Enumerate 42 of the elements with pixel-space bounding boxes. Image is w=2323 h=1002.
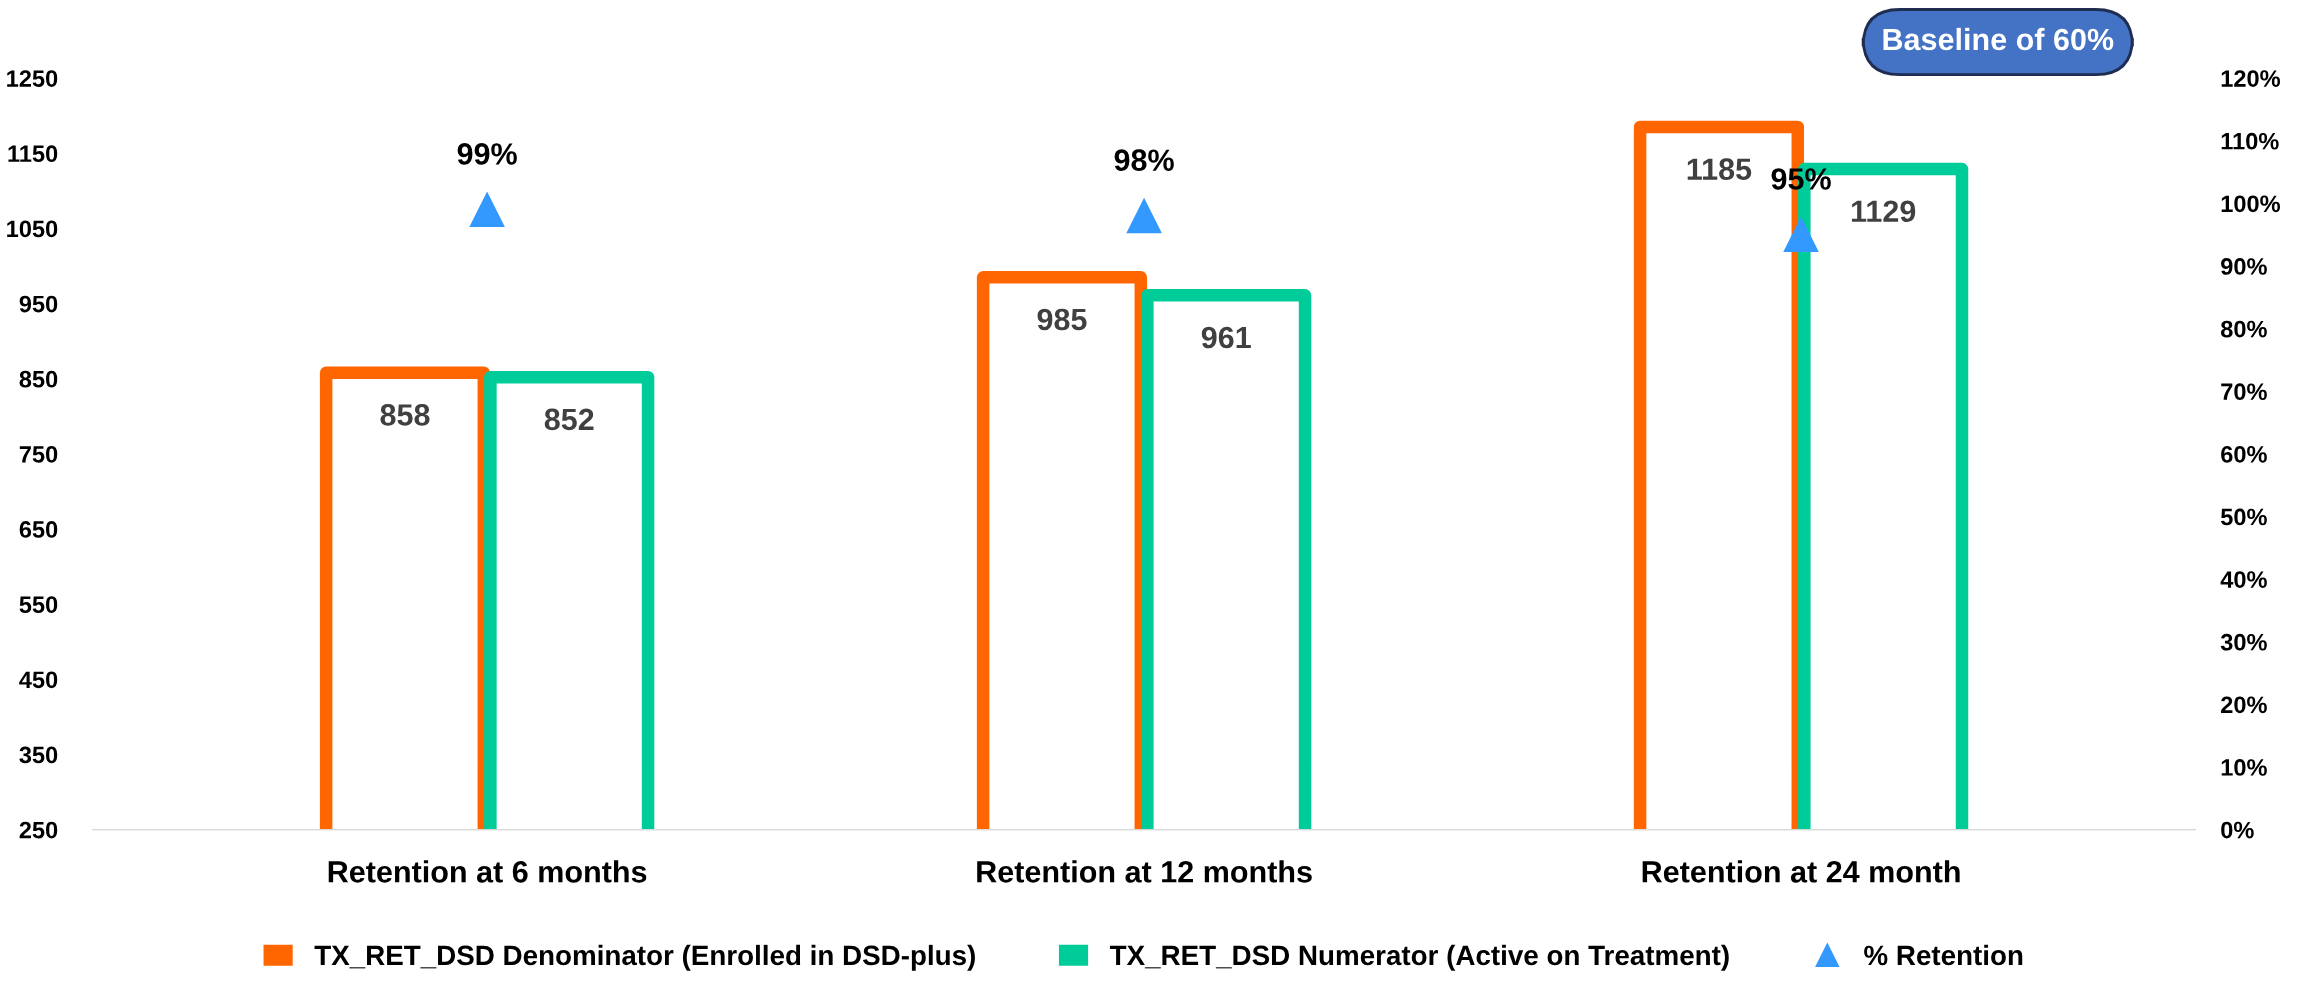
y2-tick-label: 20%: [2221, 696, 2267, 714]
y2-tick-label: 90%: [2221, 258, 2267, 275]
y2-tick-label: 70%: [2221, 383, 2267, 401]
y2-tick-label: 80%: [2220, 320, 2267, 338]
y2-tick-label: 100%: [2221, 195, 2280, 213]
y2-tick-label: 0%: [2221, 821, 2254, 839]
x-tick-label: Retention at 6 months: [328, 860, 647, 883]
y-tick-label: 1150: [8, 145, 58, 163]
text: Baseline of 60%: [1883, 27, 2114, 51]
y-tick-label: 450: [19, 671, 58, 689]
y-tick-label: 950: [19, 295, 58, 313]
y-tick-label: 350: [19, 746, 58, 764]
point: [1783, 217, 1819, 253]
data-label: 985: [1037, 308, 1087, 331]
legend-label: TX_RET_DSD Denominator (Enrolled in DSD-plus): [314, 944, 975, 971]
y2-tick-label: 30%: [2220, 633, 2267, 651]
y-tick-label: 850: [19, 370, 58, 388]
y2-tick-label: 50%: [2220, 508, 2267, 526]
data-label: 858: [380, 404, 430, 426]
data-label: 852: [544, 408, 594, 431]
y-tick-label: 1250: [7, 70, 58, 87]
x-tick-label: Retention at 24 month: [1642, 860, 1960, 883]
data-label: 961: [1201, 326, 1251, 349]
y-tick-label: 650: [19, 521, 58, 538]
y2-tick-label: 120%: [2221, 70, 2280, 87]
point: [469, 192, 505, 228]
y-tick-label: 250: [19, 821, 58, 839]
data-label: 1185: [1687, 158, 1752, 180]
y-tick-label: 550: [19, 596, 58, 613]
point: [1126, 198, 1162, 234]
data-label: 98%: [1114, 149, 1174, 171]
y2-tick-label: 110%: [2221, 132, 2279, 150]
legend-label: % Retention: [1864, 944, 2023, 966]
y2-tick-label: 60%: [2221, 445, 2267, 463]
data-label: 1129: [1851, 200, 1916, 223]
y2-tick-label: 40%: [2220, 571, 2267, 588]
x-tick-label: Retention at 12 months: [977, 860, 1312, 883]
y-tick-label: 1050: [7, 220, 58, 238]
data-label: 99%: [457, 143, 517, 165]
y2-tick-label: 10%: [2221, 759, 2267, 776]
legend-label: TX_RET_DSD Numerator (Active on Treatment): [1109, 944, 1729, 971]
y-tick-label: 750: [19, 445, 58, 463]
